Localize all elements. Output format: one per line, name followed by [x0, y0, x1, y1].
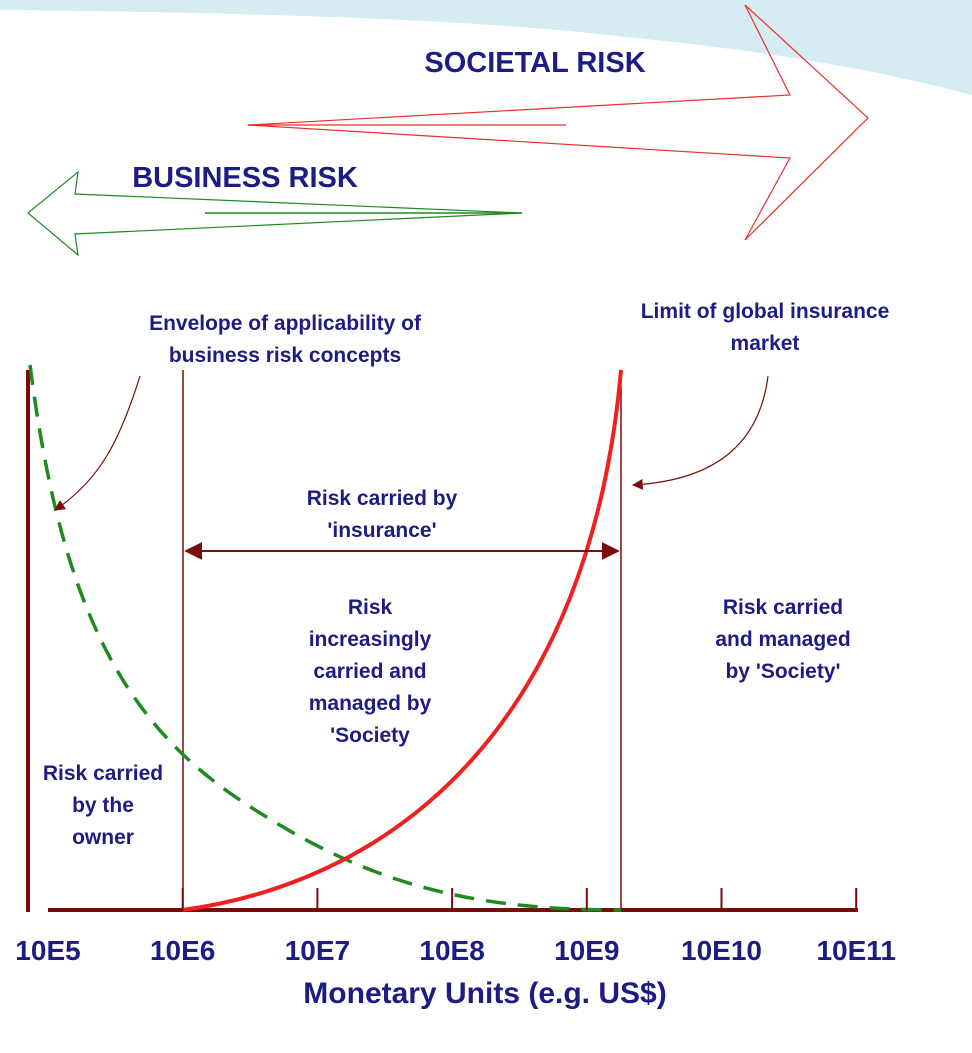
tick-label: 10E10: [681, 935, 762, 966]
envelope-label-line: business risk concepts: [169, 344, 401, 367]
envelope-pointer: [54, 375, 141, 511]
business-arrow: [27, 170, 523, 257]
middle-label-line: Risk: [348, 596, 393, 619]
societal-label: SOCIETAL RISK: [424, 47, 645, 79]
business-label: BUSINESS RISK: [132, 162, 358, 194]
owner-label: Risk carried by the owner: [43, 762, 163, 849]
limit-pointer: [631, 375, 769, 490]
society-label: Risk carried and managed by 'Society': [715, 596, 850, 683]
business-curve: [28, 364, 622, 912]
limit-label-line: Limit of global insurance: [641, 300, 890, 323]
tick-label: 10E6: [150, 935, 215, 966]
limit-label: Limit of global insurance market: [641, 300, 890, 355]
middle-label-line: 'Society: [330, 724, 410, 747]
insurance-label-line: Risk carried by: [307, 487, 458, 510]
societal-arrow: [247, 4, 869, 241]
insurance-label-line: 'insurance': [327, 519, 436, 542]
tick-label: 10E11: [816, 935, 895, 966]
owner-label-line: Risk carried: [43, 762, 163, 785]
envelope-label-line: Envelope of applicability of: [149, 312, 422, 335]
tick-label: 10E7: [285, 935, 350, 966]
tick-label: 10E5: [15, 935, 80, 966]
middle-label-line: managed by: [309, 692, 432, 715]
owner-label-line: owner: [72, 826, 134, 849]
society-label-line: and managed: [715, 628, 850, 651]
middle-label-line: carried and: [313, 660, 426, 683]
middle-label: Risk increasingly carried and managed by 'So…: [309, 596, 432, 747]
tick-label: 10E8: [419, 935, 484, 966]
insurance-label: Risk carried by 'insurance': [307, 487, 458, 542]
society-label-line: Risk carried: [723, 596, 843, 619]
tick-label: 10E9: [554, 935, 619, 966]
societal-curve: [182, 369, 623, 912]
society-label-line: by 'Society': [725, 660, 840, 683]
limit-label-line: market: [731, 332, 800, 355]
owner-label-line: by the: [72, 794, 134, 817]
envelope-label: Envelope of applicability of business ris…: [149, 312, 422, 367]
middle-label-line: increasingly: [309, 628, 432, 651]
background-swoosh: [0, 0, 972, 95]
axis-label: Monetary Units (e.g. US$): [303, 977, 666, 1010]
